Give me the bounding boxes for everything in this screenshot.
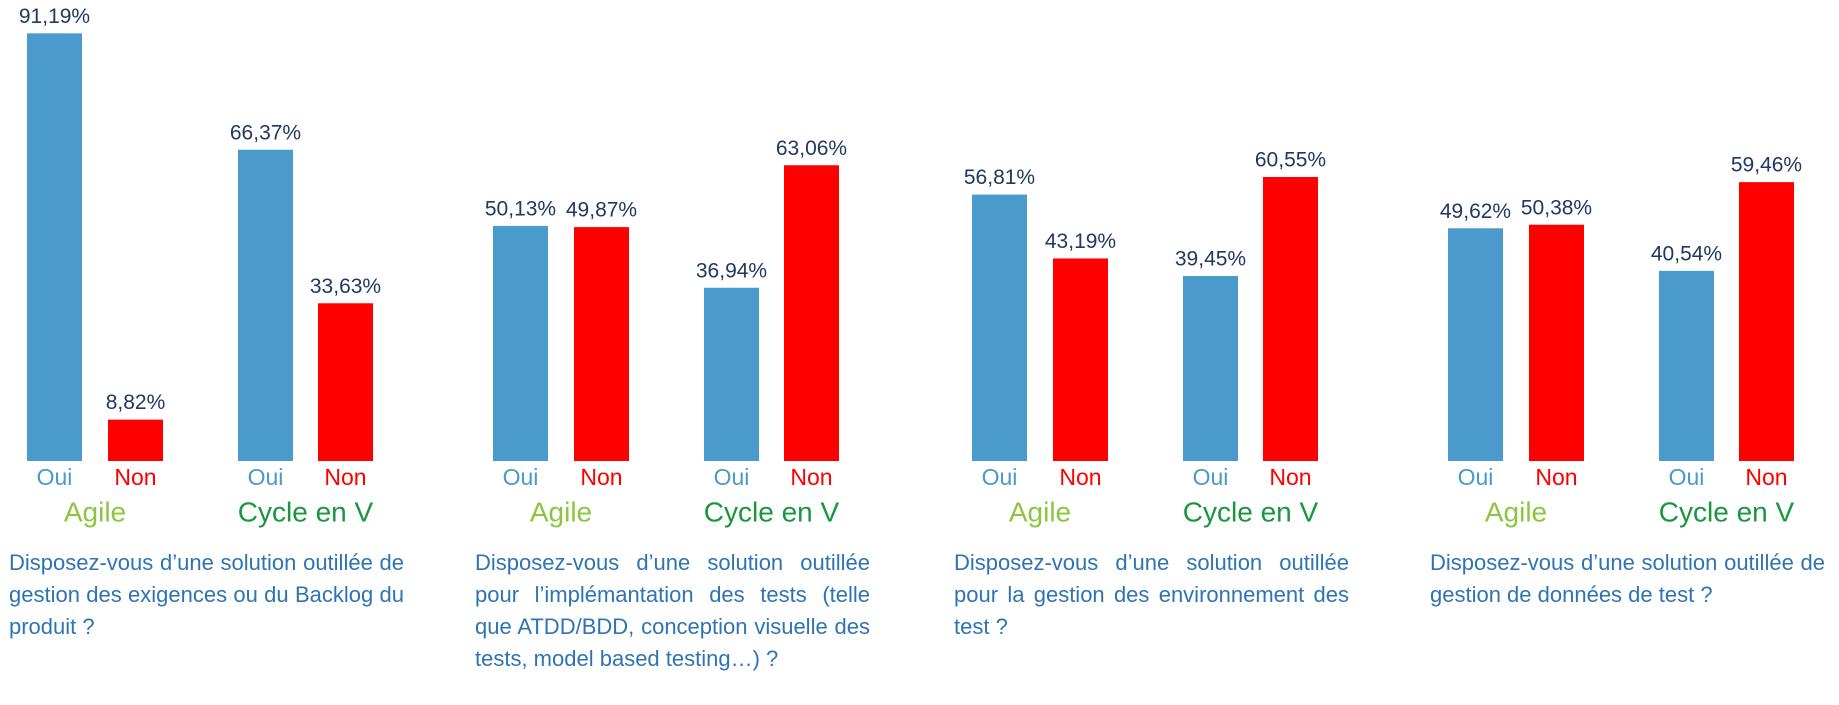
bar <box>318 303 373 461</box>
value-label: 33,63% <box>310 275 381 298</box>
value-label: 39,45% <box>1175 248 1246 271</box>
group-label: Agile <box>1485 496 1547 527</box>
bar <box>1529 224 1584 461</box>
category-label: Oui <box>714 464 750 490</box>
bar <box>108 419 163 461</box>
value-label: 36,94% <box>696 259 767 282</box>
bar <box>704 287 759 461</box>
category-label: Oui <box>1193 464 1229 490</box>
value-label: 49,87% <box>566 199 637 222</box>
value-label: 63,06% <box>776 137 847 160</box>
value-label: 49,62% <box>1440 200 1511 223</box>
category-label: Oui <box>37 464 73 490</box>
category-label: Non <box>114 464 156 490</box>
value-label: 50,38% <box>1521 196 1592 219</box>
bar <box>574 227 629 461</box>
bar <box>238 149 293 461</box>
bar <box>1739 182 1794 461</box>
group-label: Agile <box>530 496 592 527</box>
value-label: 40,54% <box>1651 242 1722 265</box>
category-label: Oui <box>1669 464 1705 490</box>
bar <box>493 225 548 461</box>
value-label: 8,82% <box>106 391 166 414</box>
category-label: Oui <box>248 464 284 490</box>
group-label: Agile <box>64 496 126 527</box>
group-label: Agile <box>1009 496 1071 527</box>
value-label: 60,55% <box>1255 149 1326 172</box>
value-label: 66,37% <box>230 121 301 144</box>
value-label: 91,19% <box>19 5 90 28</box>
bar <box>1448 228 1503 461</box>
question-caption: Disposez-vous d’une solution outillée po… <box>475 550 870 671</box>
group-label: Cycle en V <box>704 496 840 527</box>
category-label: Non <box>1059 464 1101 490</box>
bar <box>1183 275 1238 461</box>
category-label: Non <box>580 464 622 490</box>
group-label: Cycle en V <box>1183 496 1319 527</box>
category-label: Non <box>324 464 366 490</box>
category-label: Non <box>1535 464 1577 490</box>
bar <box>784 165 839 461</box>
group-label: Cycle en V <box>1659 496 1795 527</box>
value-label: 59,46% <box>1731 154 1802 177</box>
bar <box>1263 177 1318 461</box>
bar <box>27 33 82 461</box>
question-caption: Disposez-vous d’une solution outillée de… <box>9 550 404 639</box>
bar <box>1053 258 1108 461</box>
category-label: Non <box>1745 464 1787 490</box>
question-caption: Disposez-vous d’une solution outillée po… <box>954 550 1349 639</box>
value-label: 43,19% <box>1045 230 1116 253</box>
category-label: Non <box>790 464 832 490</box>
category-label: Oui <box>1458 464 1494 490</box>
value-label: 50,13% <box>485 197 556 220</box>
category-label: Oui <box>982 464 1018 490</box>
bar <box>1659 270 1714 461</box>
bar <box>972 194 1027 461</box>
group-label: Cycle en V <box>238 496 374 527</box>
category-label: Non <box>1269 464 1311 490</box>
value-label: 56,81% <box>964 166 1035 189</box>
category-label: Oui <box>503 464 539 490</box>
question-caption: Disposez-vous d’une solution outillée de… <box>1430 550 1825 607</box>
